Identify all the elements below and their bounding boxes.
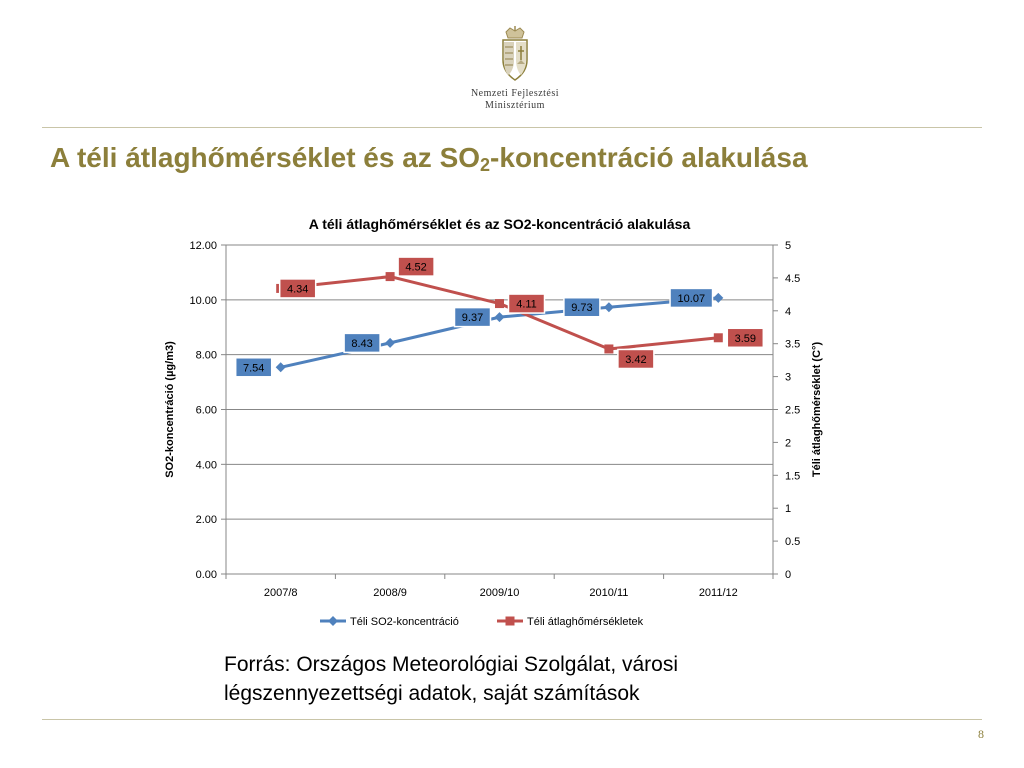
data-label-box [507, 293, 546, 314]
source-note: Forrás: Országos Meteorológiai Szolgálat… [224, 650, 844, 708]
x-axis-tick-label: 2009/10 [480, 587, 520, 599]
ministry-name-line-2: Minisztérium [485, 100, 545, 111]
y2-axis-tick-label: 3 [785, 372, 791, 384]
data-label: 10.07 [678, 293, 706, 305]
data-label: 4.52 [405, 262, 426, 274]
legend-marker-square [505, 616, 515, 626]
data-label: 9.37 [462, 312, 483, 324]
y2-axis-tick-label: 4.5 [785, 273, 800, 285]
y-axis-tick-label: 2.00 [196, 514, 217, 526]
data-point-square [713, 333, 723, 343]
data-label: 7.54 [243, 362, 264, 374]
data-label-box [726, 327, 765, 349]
y2-axis-tick-label: 2.5 [785, 405, 800, 417]
chart-title: A téli átlaghőmérséklet és az SO2-koncen… [309, 216, 691, 232]
data-label-box [617, 348, 655, 370]
y2-axis-tick-label: 2 [785, 437, 791, 449]
y-axis-title: SO2-koncentráció (µg/m3) [164, 341, 176, 478]
y2-axis-tick-label: 3.5 [785, 339, 800, 351]
data-point-diamond [494, 312, 505, 323]
data-label: 3.59 [735, 333, 756, 345]
data-point-diamond [275, 362, 286, 373]
data-label-box [278, 278, 317, 299]
data-label-box [343, 332, 381, 354]
source-line-2: légszennyezettségi adatok, saját számítá… [224, 682, 640, 705]
legend-label-so2: Téli SO2-koncentráció [350, 616, 459, 628]
data-label: 3.42 [625, 354, 646, 366]
data-point-diamond [603, 302, 614, 313]
data-point-square [385, 272, 395, 282]
source-line-1: Forrás: Országos Meteorológiai Szolgálat… [224, 653, 679, 676]
y2-axis-tick-label: 1 [785, 503, 791, 515]
y2-axis-tick-label: 1.5 [785, 470, 800, 482]
data-label-box [234, 357, 273, 378]
data-label-box [669, 287, 714, 309]
bottom-divider [42, 719, 982, 720]
y-axis-tick-label: 10.00 [189, 295, 217, 307]
y2-axis-tick-label: 0 [785, 569, 791, 581]
y2-axis-tick-label: 4 [785, 306, 791, 318]
x-axis-tick-label: 2007/8 [264, 587, 298, 599]
data-label-box [563, 296, 601, 318]
y-axis-tick-label: 0.00 [196, 569, 217, 581]
y-axis-tick-label: 8.00 [196, 350, 217, 362]
y-axis-tick-label: 6.00 [196, 405, 217, 417]
top-divider [42, 127, 982, 128]
data-label-box [453, 306, 492, 328]
x-axis-tick-label: 2011/12 [699, 587, 738, 599]
data-label: 8.43 [351, 338, 372, 350]
y-axis-tick-label: 4.00 [196, 459, 217, 471]
legend-label-temp: Téli átlaghőmérsékletek [527, 616, 644, 628]
slide-title-main: A téli átlaghőmérséklet és az SO [50, 142, 481, 173]
slide-title-subscript: 2 [480, 155, 491, 175]
data-label-box [397, 256, 435, 277]
data-label: 4.34 [287, 283, 308, 295]
x-axis-tick-label: 2010/11 [589, 587, 628, 599]
data-point-square [495, 299, 504, 309]
y2-axis-title: Téli átlaghőmérséklet (C°) [811, 342, 823, 478]
data-point-square [604, 344, 614, 354]
hungarian-coat-of-arms-icon [502, 26, 528, 81]
y-axis-tick-label: 12.00 [189, 240, 217, 252]
x-axis-tick-label: 2008/9 [373, 587, 407, 599]
y2-axis-tick-label: 0.5 [785, 536, 800, 548]
slide-title-tail: -koncentráció alakulása [490, 142, 808, 173]
ministry-logo: Nemzeti Fejlesztési Minisztérium [460, 22, 570, 122]
data-label: 9.73 [571, 302, 592, 314]
slide-title: A téli átlaghőmérséklet és az SO2-koncen… [50, 142, 990, 176]
data-point-diamond [385, 337, 396, 348]
y2-axis-tick-label: 5 [785, 240, 791, 252]
data-label: 4.11 [516, 299, 537, 311]
page-number: 8 [978, 727, 984, 741]
legend-marker-diamond [328, 616, 338, 626]
data-point-diamond [713, 292, 724, 303]
ministry-name-line-1: Nemzeti Fejlesztési [470, 88, 560, 99]
